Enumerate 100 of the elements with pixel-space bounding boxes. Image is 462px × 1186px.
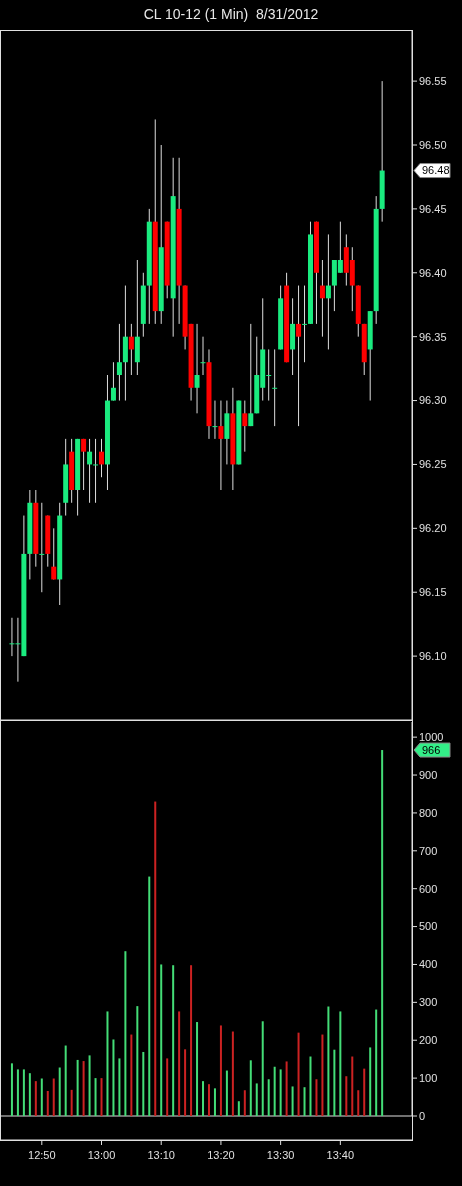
- bar: [94, 1078, 97, 1116]
- bar: [303, 1087, 306, 1116]
- x-tick-label: 13:30: [266, 1149, 295, 1161]
- bar: [297, 1032, 300, 1116]
- candlestick: [128, 323, 134, 376]
- candlestick: [81, 438, 87, 491]
- candlestick: [302, 285, 308, 363]
- candlestick: [116, 323, 122, 402]
- bar: [58, 1067, 61, 1116]
- y-tick-label: 96.25: [419, 458, 447, 471]
- x-tick-label: 12:50: [28, 1149, 56, 1161]
- candlestick: [242, 400, 248, 453]
- bar: [231, 1031, 234, 1116]
- bar: [100, 1078, 103, 1116]
- x-tick-label: 13:20: [207, 1149, 235, 1161]
- y-tick-label: 96.20: [419, 522, 447, 535]
- y-tick-label: 900: [419, 768, 438, 781]
- y-tick-label: 96.45: [419, 202, 447, 215]
- bar: [10, 1063, 13, 1116]
- bar: [106, 1011, 109, 1116]
- bar: [375, 1009, 378, 1116]
- bar: [160, 964, 163, 1116]
- bar: [112, 1039, 115, 1116]
- y-tick-label: 96.40: [419, 266, 447, 279]
- bar: [82, 1061, 85, 1116]
- bar: [136, 1006, 139, 1116]
- bar: [154, 801, 157, 1116]
- y-tick-label: 96.15: [419, 586, 447, 599]
- candlestick: [93, 438, 99, 504]
- bar: [285, 1061, 288, 1116]
- bar: [309, 1056, 312, 1116]
- y-tick-label: 300: [419, 996, 438, 1009]
- bar: [351, 1056, 354, 1116]
- text: 966: [422, 743, 441, 756]
- bar: [76, 1059, 79, 1116]
- bar: [357, 1090, 360, 1116]
- chart-title: CL 10-12 (1 Min) 8/31/2012: [143, 6, 319, 22]
- bar: [267, 1079, 270, 1116]
- bar: [202, 1081, 205, 1116]
- bar: [339, 1011, 342, 1116]
- bar: [118, 1058, 121, 1116]
- bar: [172, 965, 175, 1116]
- bar: [243, 1090, 246, 1116]
- bar: [46, 1091, 49, 1116]
- bar: [237, 1101, 240, 1116]
- candlestick: [218, 400, 224, 491]
- y-tick-label: 1000: [419, 731, 444, 743]
- bar: [130, 1034, 133, 1116]
- x-tick-label: 13:40: [326, 1149, 355, 1161]
- candlestick: [325, 233, 331, 350]
- bar: [16, 1069, 19, 1116]
- bar: [219, 1025, 222, 1116]
- y-tick-label: 100: [419, 1071, 438, 1084]
- bar: [291, 1086, 294, 1116]
- bar: [64, 1045, 67, 1116]
- bar: [196, 1022, 199, 1116]
- candlestick: [319, 259, 325, 338]
- bar: [190, 965, 193, 1116]
- y-tick-label: 400: [419, 958, 438, 971]
- bar: [166, 1058, 169, 1116]
- y-tick-label: 96.10: [419, 649, 447, 662]
- y-tick-label: 96.35: [419, 330, 447, 343]
- bar: [333, 1049, 336, 1116]
- bar: [88, 1055, 91, 1116]
- bar: [327, 1006, 330, 1116]
- bar: [345, 1076, 348, 1116]
- candlestick: [39, 502, 45, 593]
- bar: [213, 1088, 216, 1116]
- bar: [381, 750, 384, 1116]
- y-tick-label: 0: [419, 1109, 426, 1122]
- bar: [273, 1066, 276, 1116]
- y-tick-label: 200: [419, 1034, 438, 1047]
- candlestick: [272, 348, 278, 427]
- bar: [52, 1078, 55, 1116]
- y-tick-label: 600: [419, 882, 438, 895]
- candlestick: [212, 400, 218, 440]
- bar: [148, 876, 151, 1116]
- bar: [184, 1049, 187, 1116]
- bar: [225, 1070, 228, 1116]
- candlestick: [200, 336, 206, 376]
- text: 96.48: [422, 164, 450, 177]
- bar: [363, 1068, 366, 1116]
- bar: [28, 1073, 31, 1116]
- bar: [261, 1021, 264, 1116]
- y-tick-label: 96.55: [419, 74, 447, 87]
- candlestick: [99, 438, 105, 478]
- candlestick: [110, 361, 116, 402]
- x-tick-label: 13:10: [147, 1149, 175, 1161]
- bar: [321, 1034, 324, 1116]
- bar: [279, 1069, 282, 1116]
- bar: [369, 1047, 372, 1116]
- y-tick-label: 500: [419, 920, 438, 933]
- y-tick-label: 700: [419, 844, 438, 857]
- candlestick: [51, 527, 57, 580]
- bar: [315, 1079, 318, 1116]
- y-tick-label: 96.30: [419, 394, 447, 407]
- candlestick: [194, 323, 200, 414]
- bar: [142, 1051, 145, 1116]
- x-tick-label: 13:00: [87, 1149, 116, 1161]
- y-tick-label: 96.50: [419, 138, 447, 151]
